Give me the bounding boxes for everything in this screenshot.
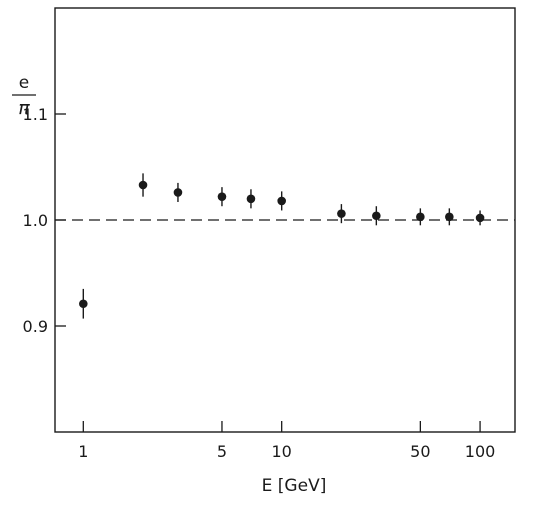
y-tick-label: 0.9	[23, 317, 48, 336]
y-tick-label: 1.1	[23, 105, 48, 124]
data-point	[475, 213, 485, 223]
x-tick-label: 100	[465, 442, 496, 461]
data-point	[372, 211, 381, 221]
x-tick-label: 50	[410, 442, 430, 461]
data-point	[138, 180, 148, 190]
data-point	[79, 299, 88, 309]
y-label-numerator: e	[19, 73, 29, 93]
x-axis-label: E [GeV]	[262, 476, 327, 496]
y-label-denominator: π	[18, 97, 30, 119]
data-point	[277, 196, 286, 206]
data-point	[337, 209, 346, 218]
data-point	[246, 194, 256, 204]
data-point	[416, 212, 425, 222]
y-tick-label: 1.0	[23, 211, 48, 230]
data-point	[173, 188, 183, 197]
data-point	[445, 212, 454, 222]
x-axis: 1 5 10 50 100	[78, 421, 495, 461]
data-points	[79, 173, 485, 319]
x-tick-label: 1	[78, 442, 88, 461]
x-tick-label: 10	[272, 442, 292, 461]
x-tick-label: 5	[217, 442, 227, 461]
data-point	[217, 192, 227, 201]
y-axis: 0.9 1.0 1.1	[23, 105, 66, 336]
